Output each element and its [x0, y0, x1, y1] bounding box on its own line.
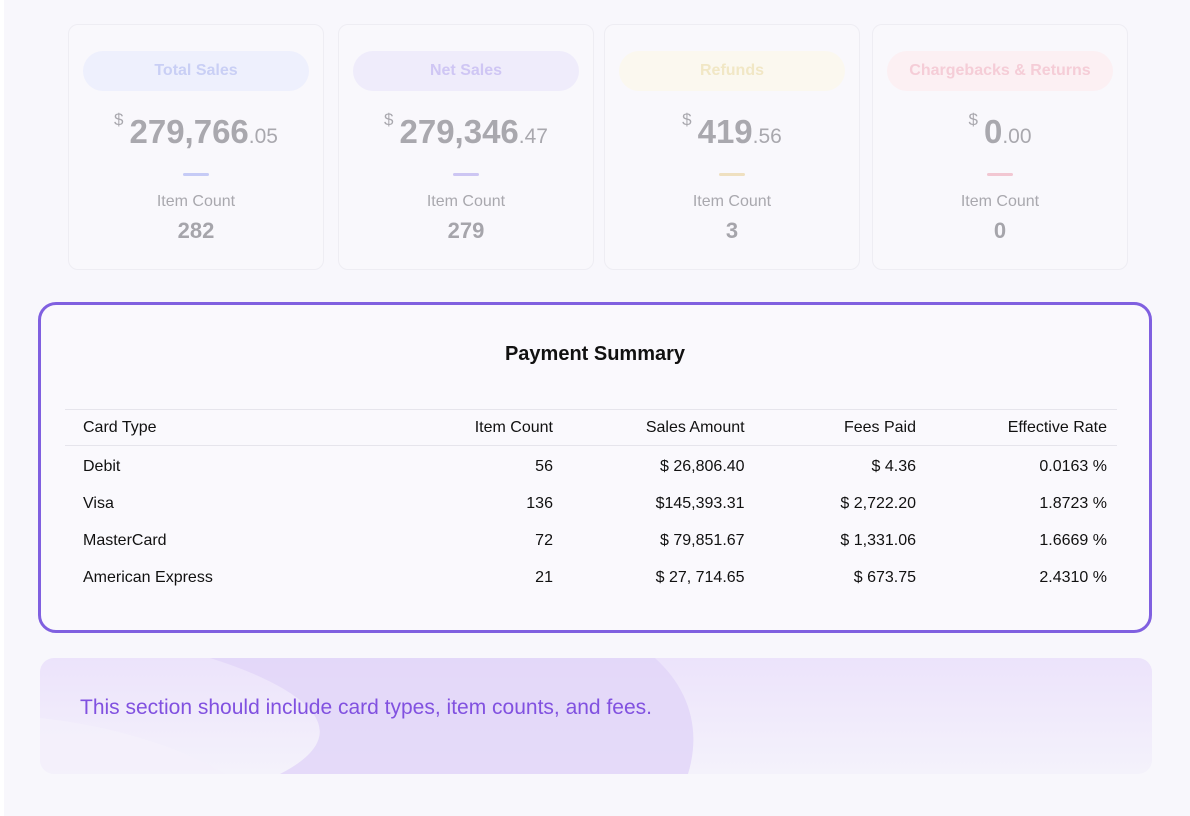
accent-bar — [183, 173, 209, 176]
cell-card-type: Visa — [83, 494, 114, 512]
column-header-item-count: Item Count — [426, 409, 553, 446]
stat-card-label: Total Sales — [83, 51, 309, 91]
stat-card-chargebacks-returns: Chargebacks & Returns $0.00 Item Count 0 — [872, 24, 1128, 270]
cell-sales-amount: $145,393.31 — [655, 494, 745, 512]
note-banner: This section should include card types, … — [40, 658, 1152, 774]
table-row: American Express 21 $ 27, 714.65 $ 673.7… — [65, 559, 1117, 596]
cell-effective-rate: 1.8723 % — [1039, 494, 1107, 512]
cell-item-count: 56 — [535, 457, 553, 475]
currency-symbol: $ — [114, 110, 124, 129]
column-header-effective-rate: Effective Rate — [916, 409, 1117, 446]
cell-effective-rate: 1.6669 % — [1039, 531, 1107, 549]
item-count-label: Item Count — [692, 193, 772, 210]
amount-cents: .05 — [248, 125, 278, 148]
currency-symbol: $ — [682, 110, 692, 129]
cell-sales-amount: $ 79,851.67 — [660, 531, 745, 549]
currency-symbol: $ — [384, 110, 394, 129]
accent-bar — [453, 173, 479, 176]
cell-item-count: 72 — [535, 531, 553, 549]
amount-whole: 0 — [983, 113, 1003, 150]
amount-whole: 419 — [697, 113, 753, 150]
column-header-sales-amount: Sales Amount — [552, 409, 745, 446]
stat-card-amount: $279,346.47 — [339, 110, 593, 159]
column-header-card-type: Card Type — [65, 409, 427, 446]
note-decorative-shape — [40, 658, 694, 774]
amount-whole: 279,766 — [129, 113, 249, 150]
cell-item-count: 21 — [535, 568, 553, 586]
payment-summary-panel: Payment Summary Card Type Item Count Sal… — [38, 302, 1152, 633]
payment-summary-title: Payment Summary — [504, 343, 686, 365]
cell-fees-paid: $ 2,722.20 — [840, 494, 916, 512]
note-text: This section should include card types, … — [80, 696, 652, 719]
cell-sales-amount: $ 27, 714.65 — [655, 568, 745, 586]
item-count-value: 279 — [447, 218, 485, 243]
stat-card-refunds: Refunds $419.56 Item Count 3 — [604, 24, 860, 270]
stat-card-label: Chargebacks & Returns — [887, 51, 1113, 91]
stat-card-label: Net Sales — [353, 51, 579, 91]
table-row: Debit 56 $ 26,806.40 $ 4.36 0.0163 % — [65, 446, 1117, 486]
amount-cents: .56 — [752, 125, 782, 148]
amount-cents: .47 — [518, 125, 548, 148]
stat-card-amount: $419.56 — [605, 110, 859, 159]
stat-card-net-sales: Net Sales $279,346.47 Item Count 279 — [338, 24, 594, 270]
item-count-value: 0 — [993, 218, 1007, 243]
cell-card-type: Debit — [83, 457, 121, 475]
table-row: Visa 136 $145,393.31 $ 2,722.20 1.8723 % — [65, 485, 1117, 522]
cell-fees-paid: $ 673.75 — [853, 568, 916, 586]
cell-effective-rate: 0.0163 % — [1039, 457, 1107, 475]
table-header-row: Card Type Item Count Sales Amount Fees P… — [65, 409, 1117, 446]
stat-card-total-sales: Total Sales $279,766.05 Item Count 282 — [68, 24, 324, 270]
cell-item-count: 136 — [526, 494, 553, 512]
cell-sales-amount: $ 26,806.40 — [660, 457, 745, 475]
cell-fees-paid: $ 4.36 — [871, 457, 916, 475]
item-count-label: Item Count — [426, 193, 506, 210]
cell-fees-paid: $ 1,331.06 — [840, 531, 916, 549]
column-header-fees-paid: Fees Paid — [744, 409, 916, 446]
table-row: MasterCard 72 $ 79,851.67 $ 1,331.06 1.6… — [65, 522, 1117, 559]
currency-symbol: $ — [968, 110, 978, 129]
amount-cents: .00 — [1002, 125, 1032, 148]
amount-whole: 279,346 — [399, 113, 519, 150]
stat-card-amount: $279,766.05 — [69, 110, 323, 159]
item-count-value: 3 — [725, 218, 739, 243]
item-count-value: 282 — [177, 218, 215, 243]
accent-bar — [987, 173, 1013, 176]
cell-card-type: American Express — [83, 568, 213, 586]
stat-card-amount: $0.00 — [873, 110, 1127, 159]
item-count-label: Item Count — [156, 193, 236, 210]
payment-summary-table: Card Type Item Count Sales Amount Fees P… — [65, 409, 1117, 596]
cell-card-type: MasterCard — [83, 531, 167, 549]
accent-bar — [719, 173, 745, 176]
cell-effective-rate: 2.4310 % — [1039, 568, 1107, 586]
stat-card-label: Refunds — [619, 51, 845, 91]
item-count-label: Item Count — [960, 193, 1040, 210]
